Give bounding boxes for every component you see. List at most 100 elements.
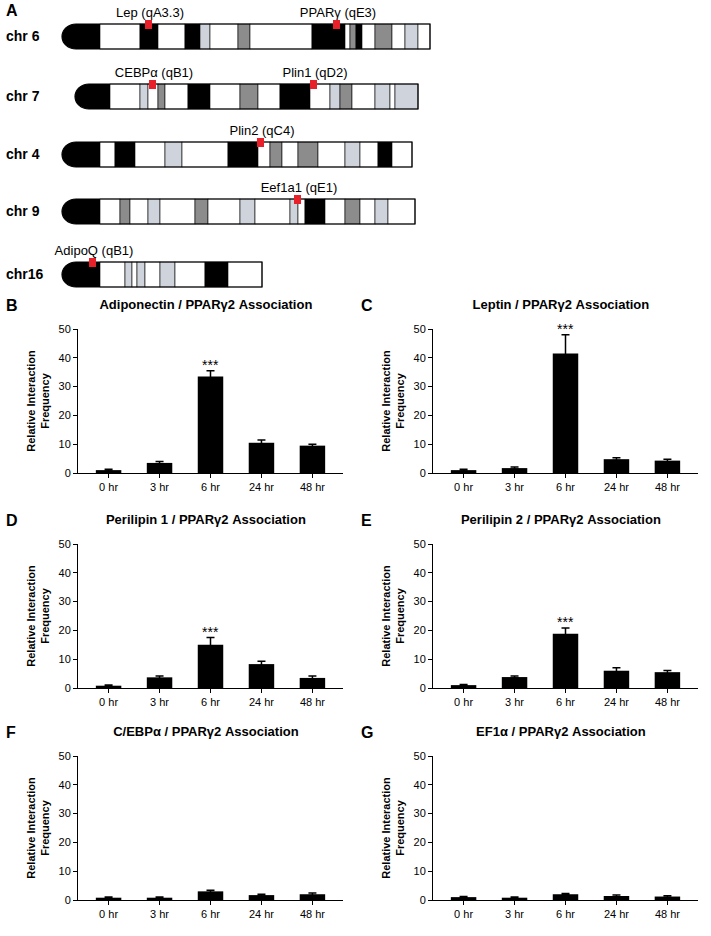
svg-text:10: 10 — [414, 865, 426, 877]
svg-text:***: *** — [557, 614, 574, 630]
svg-text:0: 0 — [65, 682, 71, 694]
html-text:E: E — [361, 512, 372, 529]
svg-text:0: 0 — [420, 467, 426, 479]
svg-text:CEBPα (qB1): CEBPα (qB1) — [115, 65, 193, 80]
svg-text:0: 0 — [65, 467, 71, 479]
svg-text:40: 40 — [414, 779, 426, 791]
svg-text:0: 0 — [420, 682, 426, 694]
svg-text:chr 7: chr 7 — [6, 88, 40, 104]
svg-text:Plin2 (qC4): Plin2 (qC4) — [229, 123, 294, 138]
svg-text:0 hr: 0 hr — [99, 481, 118, 493]
svg-text:0 hr: 0 hr — [454, 696, 473, 708]
html-text:C: C — [361, 297, 373, 314]
svg-text:10: 10 — [414, 653, 426, 665]
svg-text:3 hr: 3 hr — [505, 696, 524, 708]
svg-text:48 hr: 48 hr — [655, 908, 680, 920]
svg-text:Relative InteractionFrequency: Relative InteractionFrequency — [25, 565, 51, 667]
svg-text:50: 50 — [59, 750, 71, 762]
svg-text:Plin1 (qD2): Plin1 (qD2) — [282, 65, 347, 80]
svg-text:0: 0 — [420, 894, 426, 906]
svg-text:chr 4: chr 4 — [6, 146, 40, 162]
svg-text:Relative InteractionFrequency: Relative InteractionFrequency — [380, 350, 406, 452]
svg-text:chr 9: chr 9 — [6, 203, 40, 219]
svg-text:30: 30 — [414, 807, 426, 819]
svg-text:6 hr: 6 hr — [201, 696, 220, 708]
svg-text:24 hr: 24 hr — [249, 696, 274, 708]
svg-text:40: 40 — [59, 567, 71, 579]
html-text:D: D — [6, 512, 18, 529]
svg-text:24 hr: 24 hr — [604, 908, 629, 920]
svg-text:20: 20 — [414, 624, 426, 636]
svg-text:20: 20 — [59, 836, 71, 848]
svg-text:24 hr: 24 hr — [604, 696, 629, 708]
svg-text:48 hr: 48 hr — [300, 696, 325, 708]
svg-text:48 hr: 48 hr — [655, 696, 680, 708]
svg-text:chr16: chr16 — [6, 266, 44, 282]
svg-text:3 hr: 3 hr — [505, 908, 524, 920]
svg-text:3 hr: 3 hr — [505, 481, 524, 493]
svg-text:24 hr: 24 hr — [249, 908, 274, 920]
svg-text:48 hr: 48 hr — [300, 908, 325, 920]
html-text:G: G — [361, 724, 374, 741]
svg-text:0: 0 — [65, 894, 71, 906]
svg-text:20: 20 — [414, 836, 426, 848]
svg-text:EF1α / PPARγ2 Association: EF1α / PPARγ2 Association — [476, 724, 646, 739]
svg-text:50: 50 — [59, 538, 71, 550]
svg-text:0 hr: 0 hr — [454, 481, 473, 493]
svg-text:Eef1a1 (qE1): Eef1a1 (qE1) — [261, 180, 338, 195]
svg-text:chr 6: chr 6 — [6, 28, 40, 44]
svg-text:Relative InteractionFrequency: Relative InteractionFrequency — [380, 565, 406, 667]
svg-text:Relative InteractionFrequency: Relative InteractionFrequency — [25, 777, 51, 879]
svg-text:Leptin / PPARγ2 Association: Leptin / PPARγ2 Association — [473, 297, 650, 312]
svg-text:***: *** — [202, 624, 219, 640]
svg-text:6 hr: 6 hr — [556, 696, 575, 708]
svg-text:20: 20 — [59, 624, 71, 636]
svg-text:Relative InteractionFrequency: Relative InteractionFrequency — [380, 777, 406, 879]
svg-text:3 hr: 3 hr — [150, 481, 169, 493]
svg-text:0 hr: 0 hr — [99, 908, 118, 920]
svg-text:A: A — [6, 2, 18, 19]
svg-text:40: 40 — [59, 779, 71, 791]
svg-text:Adiponectin / PPARγ2 Associati: Adiponectin / PPARγ2 Association — [99, 297, 312, 312]
svg-text:0 hr: 0 hr — [99, 696, 118, 708]
svg-text:Lep (qA3.3): Lep (qA3.3) — [116, 5, 184, 20]
svg-text:24 hr: 24 hr — [604, 481, 629, 493]
svg-text:50: 50 — [414, 323, 426, 335]
svg-text:Perilipin 2 / PPARγ2 Associati: Perilipin 2 / PPARγ2 Association — [461, 512, 661, 527]
svg-text:10: 10 — [59, 653, 71, 665]
svg-text:30: 30 — [59, 807, 71, 819]
svg-text:24 hr: 24 hr — [249, 481, 274, 493]
svg-text:40: 40 — [414, 352, 426, 364]
svg-text:Relative InteractionFrequency: Relative InteractionFrequency — [25, 350, 51, 452]
svg-text:48 hr: 48 hr — [655, 481, 680, 493]
svg-text:3 hr: 3 hr — [150, 696, 169, 708]
svg-text:6 hr: 6 hr — [201, 908, 220, 920]
svg-text:6 hr: 6 hr — [556, 908, 575, 920]
svg-text:10: 10 — [59, 438, 71, 450]
svg-text:10: 10 — [414, 438, 426, 450]
svg-text:40: 40 — [59, 352, 71, 364]
svg-text:6 hr: 6 hr — [201, 481, 220, 493]
svg-text:20: 20 — [414, 409, 426, 421]
svg-text:30: 30 — [59, 595, 71, 607]
svg-text:30: 30 — [59, 380, 71, 392]
svg-text:50: 50 — [59, 323, 71, 335]
svg-text:30: 30 — [414, 595, 426, 607]
svg-text:0 hr: 0 hr — [454, 908, 473, 920]
svg-text:Perilipin 1 / PPARγ2 Associati: Perilipin 1 / PPARγ2 Association — [106, 512, 306, 527]
svg-text:6 hr: 6 hr — [556, 481, 575, 493]
svg-text:PPARγ (qE3): PPARγ (qE3) — [300, 5, 376, 20]
svg-text:***: *** — [202, 357, 219, 373]
svg-text:50: 50 — [414, 750, 426, 762]
svg-text:***: *** — [557, 321, 574, 337]
svg-text:AdipoQ (qB1): AdipoQ (qB1) — [55, 243, 134, 258]
svg-text:3 hr: 3 hr — [150, 908, 169, 920]
svg-text:48 hr: 48 hr — [300, 481, 325, 493]
html-text:B: B — [6, 297, 18, 314]
svg-text:30: 30 — [414, 380, 426, 392]
svg-text:50: 50 — [414, 538, 426, 550]
svg-text:20: 20 — [59, 409, 71, 421]
svg-text:C/EBPα / PPARγ2 Association: C/EBPα / PPARγ2 Association — [113, 724, 299, 739]
svg-text:10: 10 — [59, 865, 71, 877]
svg-text:40: 40 — [414, 567, 426, 579]
